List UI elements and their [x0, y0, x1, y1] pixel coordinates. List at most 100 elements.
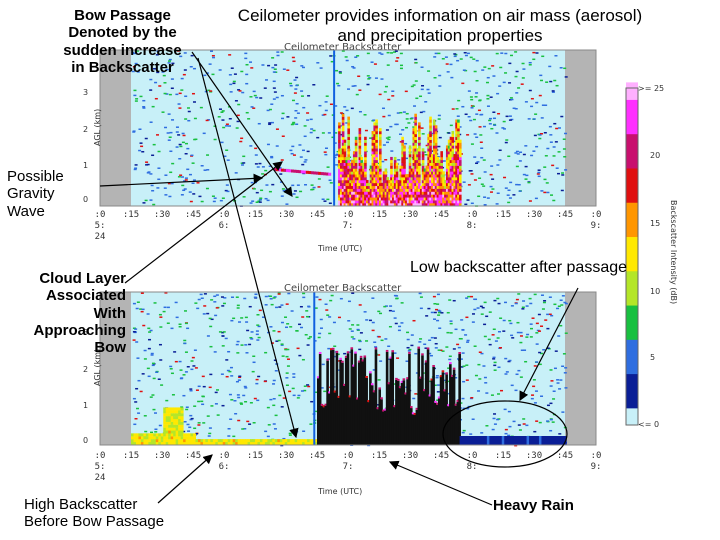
noise-pixel — [554, 350, 558, 352]
x-tick-label: :0 7: — [342, 210, 354, 231]
noise-pixel — [384, 305, 388, 307]
noise-pixel — [242, 162, 246, 164]
noise-pixel — [365, 319, 369, 321]
precip-cell — [451, 139, 455, 143]
precip-cell — [352, 179, 356, 184]
noise-pixel — [146, 163, 150, 166]
precip-cell — [352, 194, 356, 198]
high-backscatter-cell — [274, 439, 278, 443]
noise-pixel — [184, 118, 188, 120]
noise-pixel — [329, 299, 333, 302]
precip-cell — [364, 165, 367, 169]
noise-pixel — [556, 382, 560, 384]
precip-cell — [418, 194, 421, 198]
noise-pixel — [563, 372, 567, 374]
noise-pixel — [436, 155, 440, 158]
precip-cell — [427, 151, 430, 155]
noise-pixel — [525, 424, 529, 427]
precip-cell — [339, 177, 343, 181]
noise-pixel — [475, 59, 479, 62]
precip-cell — [390, 203, 393, 207]
precip-cell — [457, 182, 460, 187]
precip-cell — [453, 197, 456, 201]
heavy-rain-column — [333, 392, 337, 445]
noise-pixel — [535, 343, 539, 345]
high-backscatter-cell — [158, 433, 162, 437]
x-tick-label: :15 — [122, 451, 140, 461]
precip-cell — [432, 174, 436, 178]
high-backscatter-cell — [242, 442, 246, 445]
high-backscatter-cell — [180, 439, 184, 443]
precip-cell — [458, 156, 462, 161]
noise-pixel — [492, 111, 496, 113]
heavy-rain-column — [328, 393, 331, 445]
precip-cell — [438, 177, 442, 181]
precip-cell — [429, 139, 432, 143]
precip-cell — [453, 156, 456, 161]
noise-pixel — [386, 64, 390, 66]
noise-pixel — [300, 90, 304, 92]
precip-cell — [453, 194, 456, 198]
precip-cell — [444, 203, 447, 207]
noise-pixel — [433, 384, 437, 387]
noise-pixel — [564, 76, 568, 78]
precip-cell — [451, 131, 455, 135]
noise-pixel — [354, 56, 358, 58]
precip-cell — [371, 188, 375, 192]
noise-pixel — [509, 322, 513, 325]
precip-cell — [347, 159, 350, 163]
noise-pixel — [546, 404, 550, 407]
low-backscatter-cell — [501, 436, 505, 445]
precip-cell — [403, 156, 406, 161]
noise-pixel — [211, 54, 215, 57]
high-backscatter-cell — [163, 433, 167, 437]
noise-pixel — [168, 60, 172, 62]
precip-cell — [455, 165, 458, 169]
colorbar-tick-5: 5 — [650, 353, 656, 362]
precip-cell — [401, 171, 404, 175]
precip-cell — [375, 197, 378, 201]
precip-cell — [384, 168, 388, 172]
noise-pixel — [524, 145, 528, 147]
noise-pixel — [357, 75, 361, 78]
noise-pixel — [206, 169, 210, 171]
precip-cell — [406, 182, 410, 187]
bottom-chart-title: Ceilometer Backscatter — [284, 283, 402, 294]
precip-cell — [418, 197, 421, 201]
colorbar-segment — [626, 322, 638, 329]
noise-pixel — [447, 380, 451, 383]
high-backscatter-cell — [269, 439, 273, 443]
precip-cell — [377, 197, 380, 201]
noise-pixel — [206, 312, 210, 315]
noise-pixel — [268, 165, 272, 168]
noise-pixel — [182, 134, 186, 137]
noise-pixel — [184, 177, 188, 179]
noise-pixel — [214, 314, 218, 317]
precip-cell — [364, 185, 367, 189]
noise-pixel — [280, 159, 284, 161]
precip-cell — [339, 165, 343, 169]
high-backscatter-cell — [173, 430, 177, 434]
precip-cell — [436, 165, 440, 169]
noise-pixel — [420, 88, 424, 91]
noise-pixel — [514, 444, 518, 447]
precip-cell — [341, 136, 345, 140]
high-backscatter-cell — [173, 439, 177, 443]
noise-pixel — [314, 410, 318, 413]
precip-cell — [386, 182, 390, 187]
noise-pixel — [137, 412, 141, 414]
precip-cell — [390, 185, 393, 189]
noise-pixel — [521, 62, 525, 65]
precip-cell — [401, 159, 404, 163]
precip-cell — [416, 148, 419, 152]
noise-pixel — [244, 344, 248, 346]
noise-pixel — [381, 107, 385, 110]
precip-cell — [458, 191, 462, 195]
noise-pixel — [191, 356, 195, 359]
noise-pixel — [517, 87, 521, 89]
noise-pixel — [421, 133, 425, 135]
noise-pixel — [522, 418, 526, 420]
precip-cell — [343, 174, 347, 178]
high-backscatter-cell — [153, 433, 157, 437]
noise-pixel — [249, 145, 253, 147]
